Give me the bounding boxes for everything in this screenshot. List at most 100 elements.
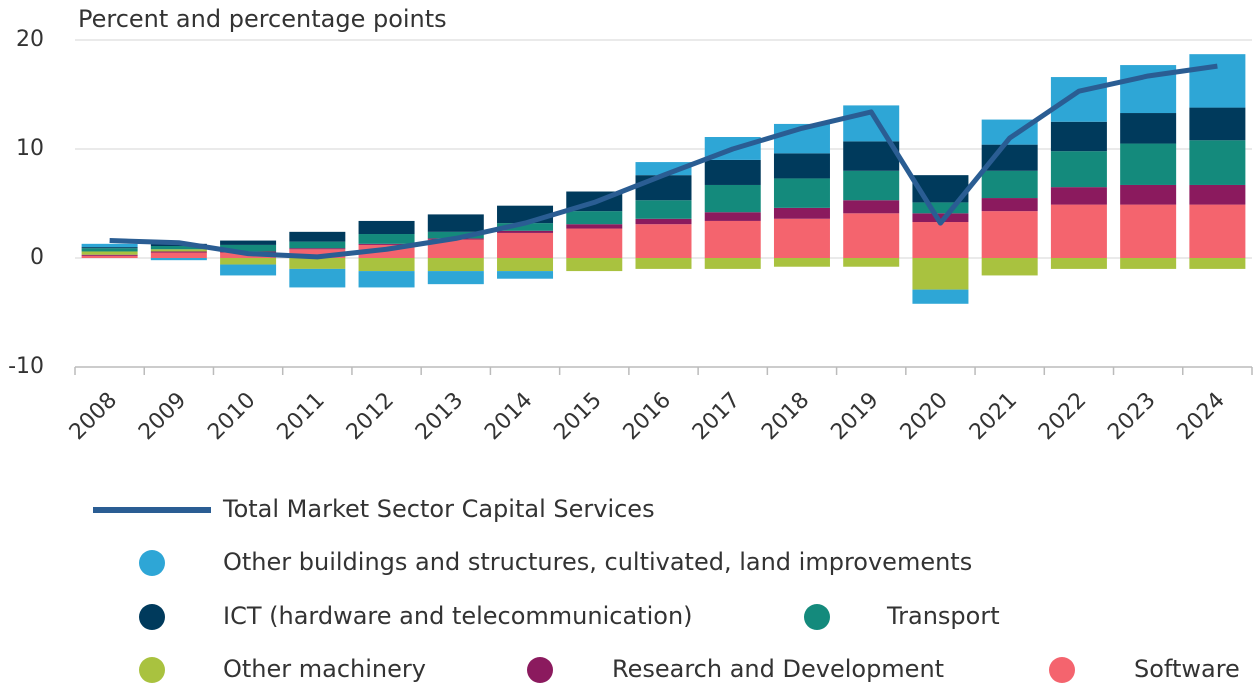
x-tick-label: 2020 [896, 388, 953, 445]
bar-segment [1120, 113, 1177, 144]
bar-segment [981, 211, 1038, 258]
bar-segment [150, 249, 207, 252]
bar-segment [566, 228, 623, 258]
bar-segment [773, 153, 830, 179]
bar-segment [1189, 107, 1246, 141]
bar-segment [912, 222, 969, 258]
x-tick-label: 2010 [203, 388, 260, 445]
bar-segment [843, 213, 900, 258]
bar-segment [704, 184, 761, 213]
bar-segment [81, 254, 138, 256]
bar-segment [1189, 54, 1246, 108]
bar-segment [566, 258, 623, 272]
bar-segment [150, 246, 207, 250]
bar-segment [81, 248, 138, 252]
bar-segment [427, 271, 484, 285]
x-tick-label: 2023 [1103, 388, 1160, 445]
bar-segment [635, 258, 692, 269]
legend-label: Other buildings and structures, cultivat… [223, 548, 972, 576]
bar-segment [358, 220, 415, 235]
bar-segment [773, 218, 830, 258]
bar-segment [427, 258, 484, 272]
bar-segment [773, 178, 830, 208]
bar-segment [704, 159, 761, 185]
bar-segment [704, 258, 761, 269]
bar-segment [1120, 143, 1177, 185]
bar-segment [635, 218, 692, 225]
bar-segment [912, 258, 969, 290]
bar-segment [773, 258, 830, 267]
x-tick-label: 2017 [688, 388, 745, 445]
bar-segment [81, 255, 138, 258]
bar-segment [1050, 151, 1107, 188]
x-tick-label: 2011 [273, 388, 330, 445]
x-tick-label: 2024 [1173, 388, 1230, 445]
bar-segment [497, 223, 554, 231]
bar-segment [81, 247, 138, 249]
bar-segment [1120, 204, 1177, 258]
bar-segment [1189, 184, 1246, 205]
bar-segment [1050, 187, 1107, 205]
bar-segment [289, 241, 346, 249]
bar-segment [981, 258, 1038, 276]
bar-segment [289, 248, 346, 250]
bar-segment [843, 170, 900, 201]
bar-segment [1120, 258, 1177, 269]
x-tick-label: 2014 [480, 388, 537, 445]
bar-segment [704, 220, 761, 258]
bar-segment [566, 224, 623, 229]
x-tick-label: 2019 [826, 388, 883, 445]
bar-segment [289, 258, 346, 269]
bar-segment [81, 243, 138, 248]
x-tick-label: 2021 [965, 388, 1022, 445]
bar-segment [981, 144, 1038, 171]
bar-segment [150, 251, 207, 253]
bar-segment [1050, 121, 1107, 152]
bar-segment [981, 170, 1038, 199]
y-tick-label: -10 [8, 354, 44, 379]
x-tick-label: 2013 [411, 388, 468, 445]
bar-segment [81, 251, 138, 255]
bar-segment [427, 214, 484, 232]
x-tick-label: 2009 [134, 388, 191, 445]
legend-label: ICT (hardware and telecommunication) [223, 602, 693, 630]
bar-segment [843, 200, 900, 214]
total-line [109, 63, 1218, 260]
bar-segment [150, 252, 207, 258]
bar-segment [773, 207, 830, 219]
legend-label: Other machinery [223, 655, 426, 683]
x-tick-label: 2012 [342, 388, 399, 445]
x-tick-label: 2016 [619, 388, 676, 445]
bar-segment [981, 198, 1038, 212]
bar-segment [1050, 258, 1107, 269]
bar-segment [497, 258, 554, 272]
bar-segment [635, 200, 692, 219]
legend-label: Transport [886, 602, 1000, 630]
bar-segment [427, 239, 484, 258]
legend-marker [527, 657, 553, 683]
bar-segment [497, 232, 554, 258]
y-tick-label: 10 [16, 136, 44, 161]
x-tick-label: 2008 [65, 388, 122, 445]
bar-segment [358, 234, 415, 244]
bar-segment [704, 212, 761, 221]
x-tick-label: 2018 [757, 388, 814, 445]
y-tick-label: 20 [16, 27, 44, 52]
bar-segment [1189, 140, 1246, 185]
bar-segment [843, 258, 900, 267]
bar-segment [635, 224, 692, 258]
legend-label: Total Market Sector Capital Services [222, 495, 655, 523]
bar-segment [220, 258, 277, 265]
bar-segment [289, 249, 346, 258]
bar-segment [289, 268, 346, 288]
x-tick-label: 2022 [1034, 388, 1091, 445]
bar-segment [220, 264, 277, 276]
bar-segment [1189, 258, 1246, 269]
bar-segment [150, 258, 207, 261]
bar-segment [289, 231, 346, 242]
bar-segment [497, 205, 554, 224]
bar-segment [566, 211, 623, 225]
legend-label: Research and Development [612, 655, 944, 683]
bar-segment [1120, 184, 1177, 205]
legend-marker [139, 657, 165, 683]
